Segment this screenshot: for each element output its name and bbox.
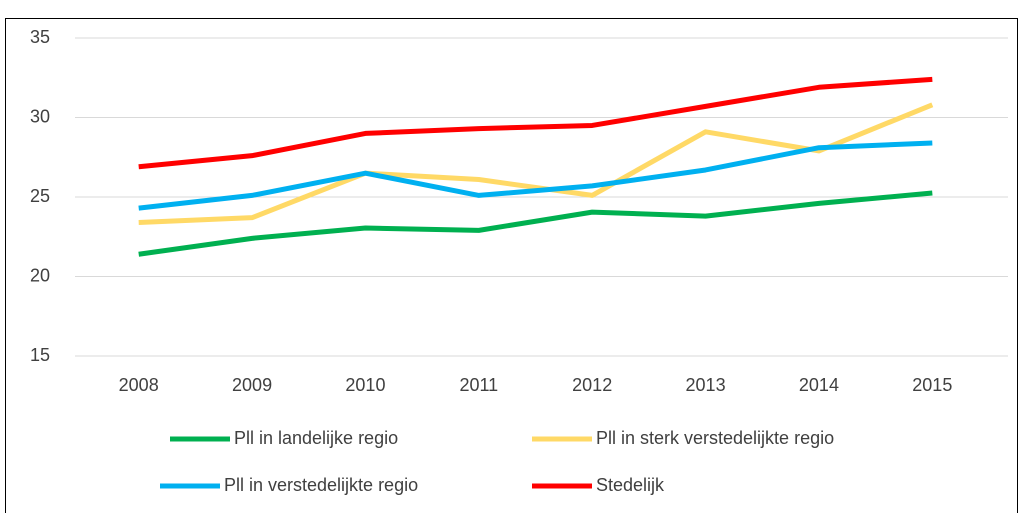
legend-label: Pll in sterk verstedelijkte regio	[596, 428, 834, 448]
legend-label: Pll in verstedelijkte regio	[224, 475, 418, 495]
legend-label: Stedelijk	[596, 475, 665, 495]
y-tick-label: 30	[30, 106, 50, 126]
y-tick-label: 15	[30, 345, 50, 365]
data-line	[138, 76, 933, 170]
chart-border	[5, 18, 1018, 513]
x-tick-label: 2013	[686, 375, 726, 395]
x-tick-label: 2008	[119, 375, 159, 395]
x-tick-label: 2015	[912, 375, 952, 395]
data-line	[138, 102, 934, 225]
x-tick-label: 2011	[459, 375, 498, 395]
y-tick-label: 25	[30, 186, 50, 206]
x-tick-label: 2014	[799, 375, 839, 395]
legend-label: Pll in landelijke regio	[234, 428, 398, 448]
x-tick-label: 2009	[232, 375, 272, 395]
data-line	[138, 190, 933, 257]
x-tick-label: 2010	[345, 375, 385, 395]
y-tick-label: 20	[30, 265, 50, 285]
data-line	[138, 140, 933, 211]
x-tick-label: 2012	[572, 375, 612, 395]
y-tick-label: 35	[30, 27, 50, 47]
